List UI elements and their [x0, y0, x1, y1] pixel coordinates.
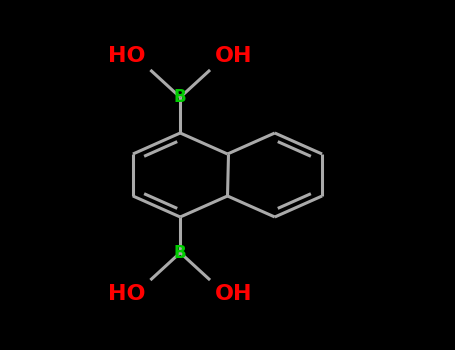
- Text: HO: HO: [108, 47, 146, 66]
- Text: B: B: [174, 88, 187, 106]
- Text: B: B: [174, 244, 187, 262]
- Text: OH: OH: [215, 284, 252, 303]
- Text: OH: OH: [215, 47, 252, 66]
- Text: HO: HO: [108, 284, 146, 303]
